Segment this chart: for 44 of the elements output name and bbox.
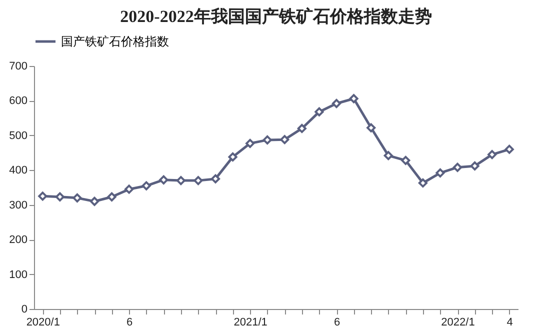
point <box>297 124 306 134</box>
point <box>349 94 358 104</box>
y-tick-label: 600 <box>9 95 28 108</box>
point <box>159 175 168 184</box>
x-tick-label: 2022/1 <box>441 316 475 328</box>
point <box>90 196 100 206</box>
point <box>418 178 428 188</box>
point <box>142 181 151 190</box>
x-tick-label: 2020/1 <box>26 316 60 328</box>
y-tick-label: 700 <box>9 60 28 72</box>
y-tick-label: 500 <box>9 130 28 142</box>
point <box>314 107 324 116</box>
point <box>194 176 203 186</box>
y-tick-label: 300 <box>9 199 28 212</box>
point <box>504 144 514 154</box>
x-tick-label: 4 <box>506 316 513 328</box>
point <box>366 123 376 132</box>
point <box>38 192 48 201</box>
point <box>401 156 410 165</box>
point <box>72 193 82 202</box>
point <box>332 98 342 108</box>
point <box>55 192 64 202</box>
point <box>246 138 255 148</box>
x-tick-label: 6 <box>334 316 340 328</box>
y-tick-label: 100 <box>9 268 28 281</box>
point <box>488 150 497 160</box>
chart-title: 2020-2022年我国国产铁矿石价格指数走势 <box>120 7 432 26</box>
point <box>228 152 238 162</box>
legend-label: 国产铁矿石价格指数 <box>61 34 169 48</box>
x-tick-label: 2021/1 <box>234 316 268 328</box>
point <box>176 176 186 186</box>
point <box>452 162 462 172</box>
point <box>107 192 116 202</box>
y-tick-label: 400 <box>9 164 28 177</box>
point <box>470 161 480 171</box>
y-tick-label: 200 <box>9 234 28 246</box>
point <box>210 174 220 184</box>
point <box>124 184 134 194</box>
point <box>280 135 290 144</box>
x-tick-label: 6 <box>126 316 133 328</box>
point <box>384 151 393 160</box>
point <box>262 135 272 144</box>
y-tick-label: 0 <box>21 304 28 316</box>
point <box>436 168 445 178</box>
